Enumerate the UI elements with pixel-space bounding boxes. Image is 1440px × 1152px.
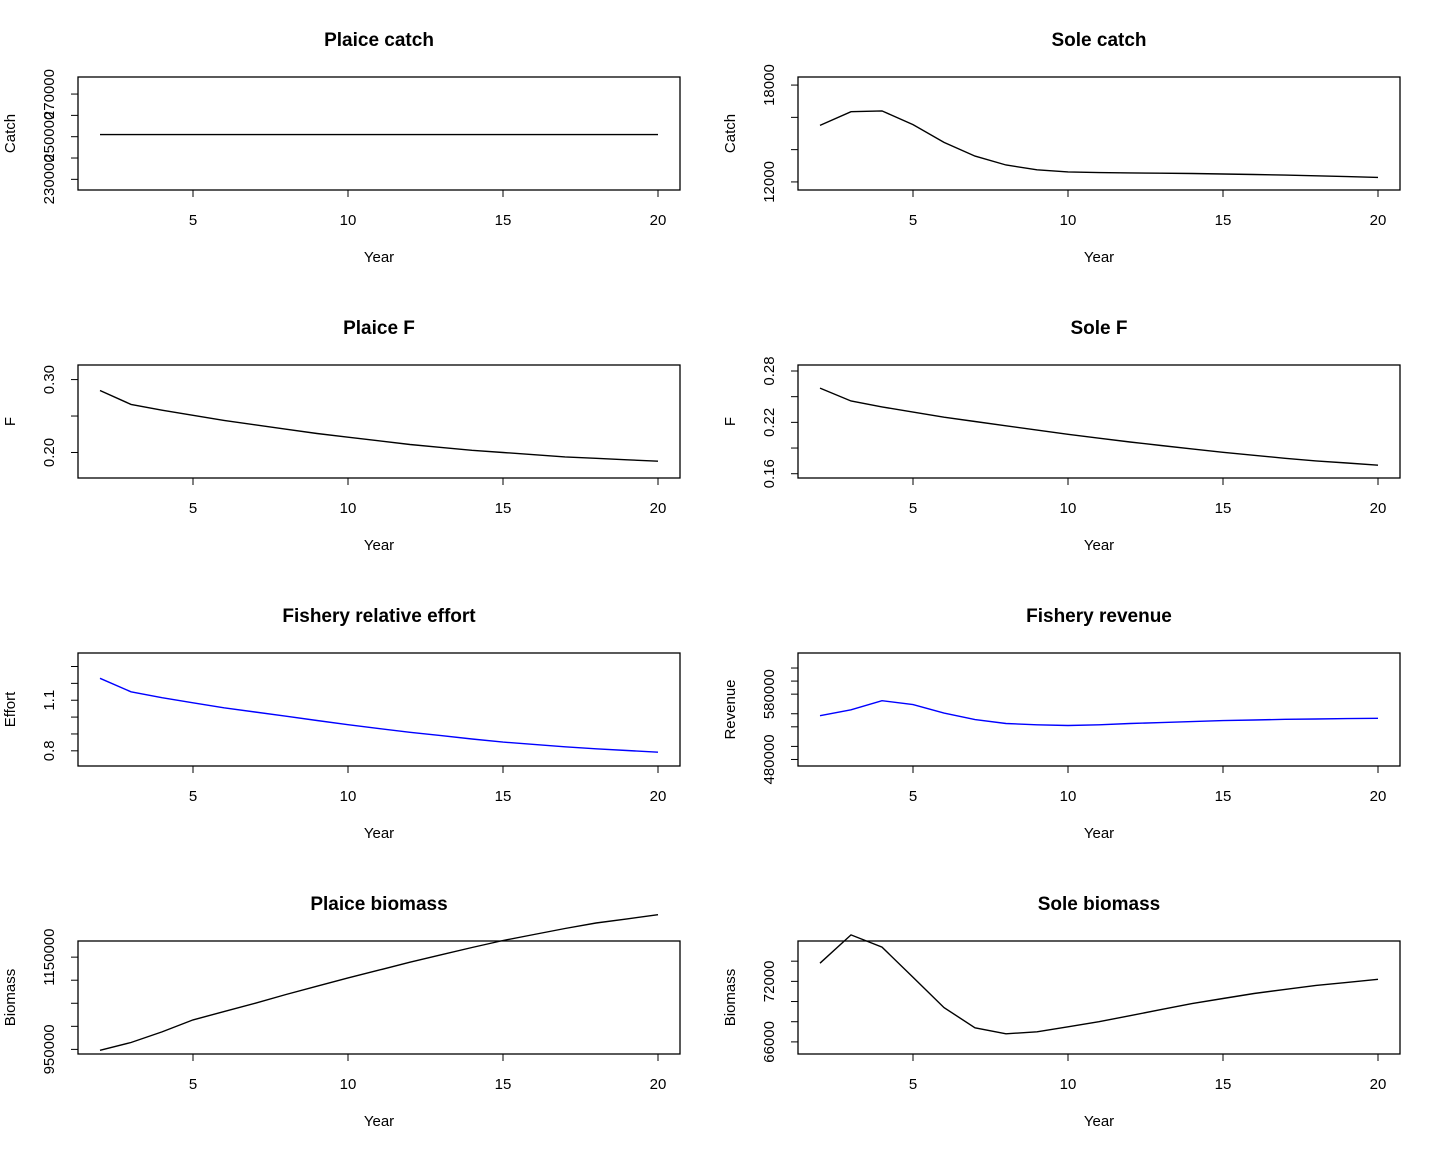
x-tick-label: 15 [1215, 500, 1232, 517]
chart-fishery-relative-effort: Fishery relative effort 5 10 15 20 0.8 1.1 Year… [2, 606, 681, 842]
plot-frame [77, 364, 681, 479]
y-tick-label: 12000 [761, 161, 778, 203]
x-tick-label: 15 [495, 500, 512, 517]
x-tick-label: 10 [1060, 212, 1077, 229]
x-tick-label: 20 [650, 500, 667, 517]
series-line [99, 677, 659, 753]
y-axis-label: Catch [722, 114, 739, 153]
y-axis-label: Biomass [722, 969, 739, 1027]
x-tick-label: 20 [650, 212, 667, 229]
y-tick-label: 480000 [761, 734, 778, 784]
x-tick-label: 5 [189, 500, 197, 517]
y-axis-label: F [2, 417, 19, 426]
x-tick-label: 15 [1215, 1076, 1232, 1093]
x-tick-label: 20 [650, 1076, 667, 1093]
x-tick-label: 15 [495, 788, 512, 805]
y-tick-label: 1150000 [41, 928, 58, 985]
y-axis-label: Catch [2, 114, 19, 153]
y-axis-label: Biomass [2, 969, 19, 1027]
y-tick-label: 250000 [41, 112, 58, 162]
x-tick-label: 5 [909, 212, 917, 229]
x-axis-label: Year [364, 825, 394, 842]
y-tick-label: 1.1 [41, 690, 58, 711]
chart-title: Plaice biomass [310, 894, 447, 915]
plot-frame [797, 652, 1401, 767]
x-tick-label: 15 [495, 1076, 512, 1093]
x-tick-label: 20 [1370, 500, 1387, 517]
x-tick-label: 15 [1215, 212, 1232, 229]
plot-frame [77, 76, 681, 191]
chart-plaice-f: Plaice F 5 10 15 20 0.20 0.30 Year F [2, 318, 681, 554]
y-axis-label: Effort [2, 691, 19, 727]
chart-title: Plaice catch [324, 30, 434, 51]
chart-title: Fishery revenue [1026, 606, 1172, 627]
y-tick-label: 0.30 [41, 365, 58, 394]
y-axis-label: Revenue [722, 679, 739, 739]
x-tick-label: 5 [189, 1076, 197, 1093]
y-tick-label: 0.8 [41, 740, 58, 761]
x-axis-label: Year [1084, 249, 1114, 266]
x-axis-label: Year [364, 1113, 394, 1130]
series-line [819, 699, 1379, 727]
chart-sole-biomass: Sole biomass 5 10 15 20 66000 72000 Year Biomass [722, 894, 1401, 1130]
series-line [99, 914, 659, 1051]
series-line [819, 110, 1379, 179]
x-tick-label: 20 [650, 788, 667, 805]
x-axis-label: Year [1084, 825, 1114, 842]
chart-sole-f: Sole F 5 10 15 20 0.16 0.22 0.28 Year F [722, 318, 1401, 554]
x-tick-label: 5 [909, 500, 917, 517]
x-tick-label: 5 [909, 1076, 917, 1093]
x-tick-label: 20 [1370, 1076, 1387, 1093]
chart-plaice-biomass: Plaice biomass 5 10 15 20 950000 1150000 Year Bi… [2, 894, 681, 1130]
y-tick-label: 72000 [761, 960, 778, 1002]
chart-title: Fishery relative effort [282, 606, 476, 627]
x-axis-label: Year [364, 249, 394, 266]
chart-title: Sole biomass [1038, 894, 1161, 915]
x-tick-label: 5 [189, 788, 197, 805]
x-tick-label: 10 [1060, 788, 1077, 805]
y-tick-label: 0.28 [761, 356, 778, 385]
y-tick-label: 230000 [41, 154, 58, 204]
x-axis-label: Year [1084, 537, 1114, 554]
x-tick-label: 10 [1060, 500, 1077, 517]
chart-title: Plaice F [343, 318, 415, 339]
chart-title: Sole F [1070, 318, 1127, 339]
series-line [819, 387, 1379, 466]
chart-fishery-revenue: Fishery revenue 5 10 15 20 480000 580000 Year Re… [722, 606, 1401, 842]
x-axis-label: Year [1084, 1113, 1114, 1130]
y-tick-label: 0.16 [761, 459, 778, 488]
y-tick-label: 950000 [41, 1024, 58, 1074]
x-tick-label: 15 [1215, 788, 1232, 805]
y-axis-label: F [722, 417, 739, 426]
x-tick-label: 5 [909, 788, 917, 805]
x-tick-label: 10 [340, 500, 357, 517]
y-tick-label: 0.20 [41, 438, 58, 467]
plot-frame [77, 940, 681, 1055]
x-tick-label: 10 [340, 788, 357, 805]
x-tick-label: 10 [340, 1076, 357, 1093]
chart-title: Sole catch [1051, 30, 1146, 51]
x-tick-label: 20 [1370, 212, 1387, 229]
plot-frame [797, 940, 1401, 1055]
series-line [819, 934, 1379, 1035]
chart-sole-catch: Sole catch 5 10 15 20 12000 18000 Year Catch [722, 30, 1401, 266]
x-tick-label: 5 [189, 212, 197, 229]
series-line [99, 389, 659, 462]
y-tick-label: 66000 [761, 1021, 778, 1063]
y-tick-label: 0.22 [761, 408, 778, 437]
x-tick-label: 10 [340, 212, 357, 229]
y-tick-label: 18000 [761, 64, 778, 106]
x-tick-label: 20 [1370, 788, 1387, 805]
x-tick-label: 15 [495, 212, 512, 229]
x-axis-label: Year [364, 537, 394, 554]
y-tick-label: 580000 [761, 669, 778, 719]
x-tick-label: 10 [1060, 1076, 1077, 1093]
y-tick-label: 270000 [41, 69, 58, 119]
